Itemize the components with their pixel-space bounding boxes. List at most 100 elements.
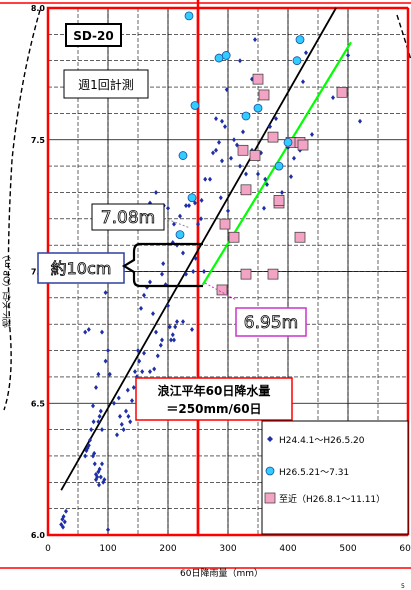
legend-entry: 至近（H26.8.1～11.11） xyxy=(279,493,385,505)
measure-box xyxy=(63,69,149,99)
data-point-diamond xyxy=(124,408,128,414)
legend-marker-diamond xyxy=(267,436,273,442)
regression-line-black xyxy=(60,7,337,491)
data-point-diamond xyxy=(184,203,188,209)
lower-value-text: 6.95m xyxy=(244,313,298,333)
right-dashed-curve xyxy=(396,14,411,61)
data-point-diamond xyxy=(61,514,66,520)
data-point-diamond xyxy=(310,131,314,137)
data-point-diamond xyxy=(268,124,272,130)
legend-marker-square xyxy=(264,492,276,504)
data-point-diamond xyxy=(184,271,188,277)
data-point-diamond xyxy=(202,269,206,274)
data-point-square xyxy=(219,218,231,230)
data-point-circle xyxy=(214,53,224,63)
data-point-diamond xyxy=(253,37,257,43)
data-point-circle xyxy=(178,151,188,160)
data-point-diamond xyxy=(304,50,308,56)
data-point-diamond xyxy=(241,129,245,135)
lower-value-box xyxy=(235,307,307,337)
difference-text: 約10cm xyxy=(51,259,112,278)
data-point-diamond xyxy=(199,216,203,222)
y-tick-label: 6.5 xyxy=(31,399,46,408)
data-point-circle xyxy=(221,51,231,60)
data-point-diamond xyxy=(224,87,229,93)
data-point-circle xyxy=(283,137,293,147)
data-point-square xyxy=(267,268,279,280)
data-point-diamond xyxy=(166,205,170,211)
data-point-diamond xyxy=(175,319,179,325)
data-point-diamond xyxy=(217,139,221,145)
measure-text: 週1回計測 xyxy=(78,77,134,92)
rain-annotation-box xyxy=(135,377,293,421)
data-point-diamond xyxy=(100,329,104,335)
data-point-square xyxy=(249,150,261,161)
data-point-diamond xyxy=(161,261,166,267)
data-point-diamond xyxy=(83,329,88,335)
x-tick-label: 200 xyxy=(159,544,176,554)
x-tick-label: 600 xyxy=(399,544,411,554)
data-point-diamond xyxy=(106,527,110,533)
y-axis-label: 地下水位（OP,m） xyxy=(3,250,13,329)
data-point-diamond xyxy=(61,524,65,530)
data-point-diamond xyxy=(220,118,224,124)
x-tick-label: 300 xyxy=(219,544,236,554)
legend-box xyxy=(261,420,409,535)
data-point-diamond xyxy=(133,369,137,375)
data-point-diamond xyxy=(170,332,175,338)
data-point-diamond xyxy=(214,116,218,122)
data-point-diamond xyxy=(128,419,133,425)
data-point-diamond xyxy=(199,197,204,203)
data-point-diamond xyxy=(358,118,362,124)
data-point-diamond xyxy=(154,189,158,195)
data-point-diamond xyxy=(96,419,101,425)
data-point-diamond xyxy=(203,176,208,182)
data-point-diamond xyxy=(98,408,103,414)
data-point-circle xyxy=(175,230,185,240)
data-point-diamond xyxy=(112,400,116,406)
data-point-square xyxy=(297,139,309,151)
data-point-diamond xyxy=(167,324,172,330)
data-point-diamond xyxy=(148,369,152,375)
data-point-diamond xyxy=(193,255,198,261)
data-point-square xyxy=(258,89,270,101)
data-point-diamond xyxy=(62,519,67,525)
data-point-diamond xyxy=(92,461,97,467)
data-point-square xyxy=(252,73,264,85)
data-point-diamond xyxy=(136,348,140,354)
data-point-diamond xyxy=(98,474,103,480)
data-point-diamond xyxy=(97,413,102,419)
data-point-diamond xyxy=(208,176,212,182)
data-point-circle xyxy=(274,161,284,171)
data-point-diamond xyxy=(263,176,268,182)
data-point-diamond xyxy=(88,437,92,443)
data-point-diamond xyxy=(125,387,130,393)
data-point-square xyxy=(273,195,285,206)
data-point-diamond xyxy=(94,384,98,390)
data-point-diamond xyxy=(139,305,143,311)
data-point-diamond xyxy=(152,366,157,372)
data-point-circle xyxy=(184,11,194,21)
data-point-diamond xyxy=(96,371,101,377)
left-dashed-curve xyxy=(3,9,41,411)
data-point-circle xyxy=(295,35,305,45)
data-point-square xyxy=(228,231,240,243)
data-point-diamond xyxy=(193,200,197,206)
data-point-square xyxy=(267,131,279,143)
data-point-circle xyxy=(241,111,251,121)
data-point-diamond xyxy=(64,508,68,514)
data-point-diamond xyxy=(274,116,278,122)
data-point-diamond xyxy=(86,326,91,332)
rain-annotation-line1: 浪江平年60日降水量 xyxy=(158,383,271,398)
data-point-diamond xyxy=(91,403,95,409)
upper-value-leader xyxy=(163,217,191,229)
data-point-square xyxy=(240,268,252,280)
data-point-diamond xyxy=(119,421,124,427)
difference-bracket xyxy=(121,242,203,288)
data-point-diamond xyxy=(160,271,164,277)
data-point-diamond xyxy=(103,358,108,364)
data-point-diamond xyxy=(191,269,196,274)
data-point-diamond xyxy=(280,189,284,195)
rain-annotation-line2: ＝250mm/60日 xyxy=(166,402,261,416)
